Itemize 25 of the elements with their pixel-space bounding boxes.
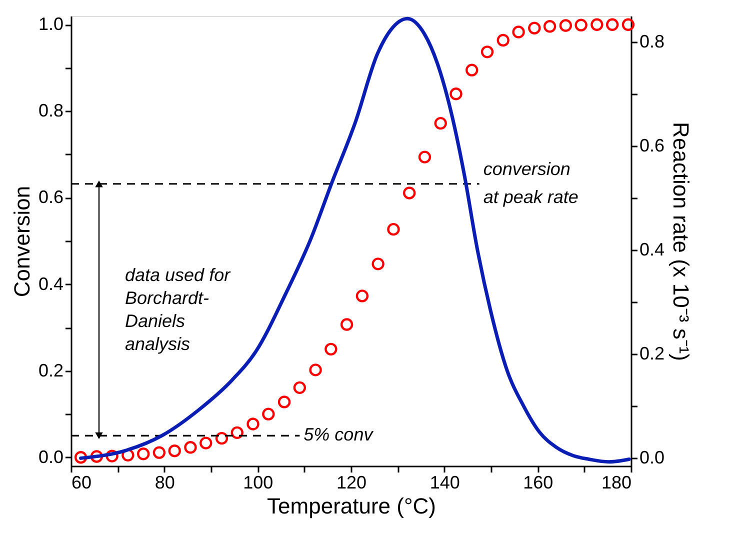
annotation: 5% conv [304, 424, 374, 445]
y2-tick-label: 0.2 [640, 344, 665, 364]
x-tick-label: 160 [523, 472, 554, 492]
x-tick-label: 120 [336, 472, 367, 492]
y2-axis-title: Reaction rate (x 10⁻³ s⁻¹) [668, 122, 694, 361]
x-tick-label: 60 [72, 472, 92, 492]
y2-tick-label: 0.0 [640, 448, 665, 468]
y-tick-label: 0.6 [38, 187, 64, 208]
y2-tick-label: 0.4 [640, 240, 665, 260]
x-axis-title: Temperature (°C) [267, 494, 436, 518]
line-series [79, 16, 631, 464]
y-tick-label: 0.2 [38, 360, 64, 380]
y-tick-label: 1.0 [38, 14, 64, 34]
x-tick-label: 180 [601, 472, 632, 492]
x-tick-label: 100 [243, 472, 274, 492]
annotation: data used for Borchardt- Daniels analysis [125, 264, 232, 354]
y-axis-title: Conversion [9, 186, 34, 298]
y2-tick-label: 0.6 [640, 136, 665, 156]
y2-tick-label: 0.8 [640, 32, 665, 52]
y-tick-label: 0.4 [38, 274, 64, 294]
y-tick-label: 0.0 [38, 446, 64, 467]
y-tick-label: 0.8 [38, 100, 64, 121]
x-tick-label: 140 [430, 472, 460, 492]
annotation: conversion at peak rate [483, 158, 578, 207]
x-tick-label: 80 [154, 472, 175, 492]
